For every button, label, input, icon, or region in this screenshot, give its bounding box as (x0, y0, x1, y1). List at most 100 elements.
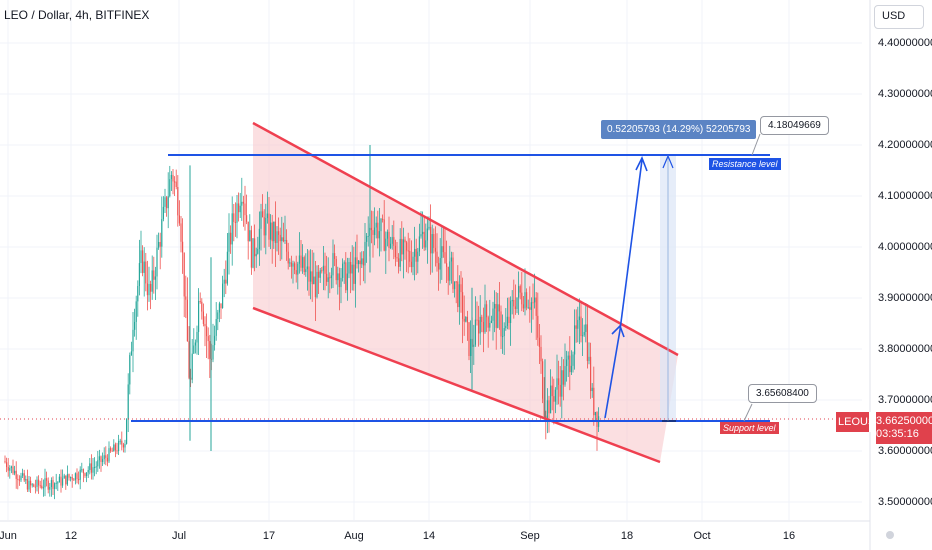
candle-body (63, 475, 65, 479)
candle-body (354, 257, 356, 284)
candle-body (434, 247, 436, 252)
candle-body (297, 263, 299, 275)
candle-body (90, 463, 92, 473)
candle-body (215, 319, 217, 336)
candle-body (588, 356, 590, 361)
candle-body (132, 329, 134, 352)
channel-lower-line (252, 306, 661, 464)
candle-body (198, 301, 200, 332)
channel-upper-line (252, 121, 679, 357)
candle-body (486, 304, 488, 318)
candle-body (396, 257, 398, 259)
candle-body (362, 258, 364, 266)
candle-body (276, 231, 278, 243)
candle-body (420, 234, 422, 237)
candle-body (226, 251, 228, 284)
candle-body (503, 328, 505, 337)
candle-body (223, 279, 225, 284)
candle-body (97, 460, 99, 467)
candle-body (487, 317, 489, 328)
candle-body (556, 378, 558, 390)
candle-body (386, 231, 388, 239)
candle-body (452, 257, 454, 290)
candle-body (385, 238, 387, 251)
candle-body (578, 316, 580, 321)
y-tick-label: 3.50000000 (878, 496, 932, 508)
candle-body (564, 366, 566, 385)
candle-body (185, 296, 187, 300)
candle-body (417, 251, 419, 262)
candle-body (394, 245, 396, 258)
candle-body (249, 230, 251, 242)
candle-body (335, 258, 337, 281)
candle-body (458, 284, 460, 308)
candle-body (569, 355, 571, 373)
candle-body (559, 384, 561, 397)
candle-body (537, 315, 539, 338)
callout-pointer (751, 133, 761, 156)
candle-body (230, 232, 232, 245)
candle-body (22, 473, 24, 476)
candle-body (14, 470, 16, 474)
callout-pointer (743, 403, 753, 422)
candle-body (562, 370, 564, 385)
candle-body (510, 301, 512, 323)
candle-body (327, 277, 329, 282)
candle-body (113, 444, 115, 452)
candle-body (372, 230, 374, 235)
candle-body (66, 474, 68, 485)
candle-body (174, 181, 176, 183)
candle-body (191, 353, 193, 380)
candle-body (455, 281, 457, 283)
candle-body (206, 326, 208, 337)
candle-body (146, 283, 148, 296)
candle-body (103, 455, 105, 460)
candle-body (284, 240, 286, 242)
candle-body (159, 241, 161, 247)
candle-body (36, 479, 38, 487)
candle-body (164, 197, 166, 207)
candle-body (110, 448, 112, 451)
x-tick-label: Jun (0, 530, 17, 542)
candle-body (214, 335, 216, 346)
candle-body (167, 196, 169, 209)
candle-body (290, 262, 292, 267)
candle-body (484, 304, 486, 333)
candle-body (306, 266, 308, 270)
candle-body (46, 478, 48, 481)
candle-body (318, 271, 320, 278)
candle-body (242, 201, 244, 204)
candle-body (346, 273, 348, 291)
candle-body (586, 324, 588, 361)
candle-body (428, 226, 430, 229)
candle-body (278, 231, 280, 235)
candle-body (70, 477, 72, 479)
candle-body (281, 237, 283, 242)
candle-body (257, 248, 259, 254)
candle-body (138, 263, 140, 287)
currency-selector-button[interactable]: USD (874, 5, 924, 29)
candle-body (497, 304, 499, 328)
candle-body (577, 320, 579, 329)
candle-body (25, 479, 27, 481)
candle-body (351, 264, 353, 274)
candle-body (129, 355, 131, 385)
candle-body (513, 299, 515, 307)
candle-body (474, 319, 476, 345)
candle-body (244, 203, 246, 216)
candle-body (511, 299, 513, 302)
candle-body (18, 479, 20, 481)
candle-body (142, 250, 144, 273)
candle-body (265, 218, 267, 236)
candle-body (234, 221, 236, 223)
candle-body (442, 246, 444, 253)
candle-body (194, 342, 196, 346)
candle-body (366, 236, 368, 242)
candle-body (145, 261, 147, 284)
candle-body (350, 262, 352, 274)
candle-body (118, 441, 120, 452)
candle-body (89, 463, 91, 471)
candle-body (10, 466, 12, 469)
candle-body (553, 396, 555, 402)
